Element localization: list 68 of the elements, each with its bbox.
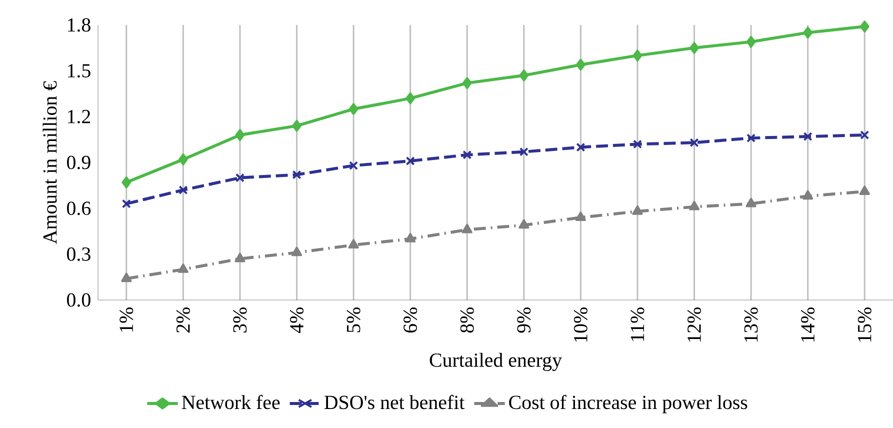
x-tick-label: 4% xyxy=(290,308,304,334)
y-tick-label: 0.6 xyxy=(67,202,91,216)
y-tick-label: 0.3 xyxy=(67,247,90,261)
point xyxy=(746,198,756,208)
point xyxy=(690,42,699,54)
point xyxy=(178,153,188,166)
point xyxy=(235,173,244,182)
point xyxy=(462,77,472,90)
x-axis-title: Curtailed energy xyxy=(430,352,562,371)
x-tick-label: 1% xyxy=(120,308,134,332)
y-tick-label: 1.8 xyxy=(68,18,90,32)
point xyxy=(462,150,472,160)
y-tick-label: 0.0 xyxy=(67,293,90,307)
y-tick-label: 1.5 xyxy=(68,64,90,78)
x-tick-label: 2% xyxy=(176,308,190,333)
point xyxy=(690,138,699,148)
x-tick-label: 5% xyxy=(346,308,360,332)
x-tick-label: 11% xyxy=(630,308,644,341)
legend-label: Cost of increase in power loss xyxy=(509,394,748,414)
point xyxy=(348,239,359,248)
point xyxy=(349,161,358,170)
x-tick-label: 8% xyxy=(460,308,474,333)
point xyxy=(576,142,586,152)
point xyxy=(632,50,642,62)
x-tick-label: 13% xyxy=(744,308,758,342)
point xyxy=(348,103,358,116)
y-tick-label: 1.2 xyxy=(68,110,90,124)
y-tick-label: 0.9 xyxy=(67,156,90,170)
x-tick-label: 14% xyxy=(801,308,815,342)
point xyxy=(632,140,642,149)
x-tick-label: 12% xyxy=(688,308,702,342)
point xyxy=(121,272,132,282)
point xyxy=(406,92,416,104)
point xyxy=(575,212,586,221)
point xyxy=(292,170,302,180)
point xyxy=(122,199,131,208)
point xyxy=(519,147,528,156)
x-tick-label: 3% xyxy=(233,308,247,332)
x-tick-label: 9% xyxy=(517,308,531,333)
point xyxy=(688,200,700,210)
point xyxy=(405,232,416,242)
point xyxy=(518,219,530,229)
point xyxy=(803,26,813,39)
point xyxy=(632,205,643,215)
y-axis-title: Amount in million € xyxy=(42,81,57,244)
point xyxy=(746,134,756,143)
point xyxy=(860,130,870,140)
point xyxy=(292,120,302,132)
point xyxy=(802,190,814,200)
point xyxy=(406,156,415,166)
point xyxy=(859,186,870,196)
point xyxy=(860,20,870,33)
point xyxy=(178,185,188,195)
point xyxy=(519,69,529,82)
legend-label: DSO's net benefit xyxy=(324,394,465,410)
point xyxy=(234,252,246,262)
point xyxy=(291,246,302,256)
x-tick-label: 6% xyxy=(404,308,418,333)
point xyxy=(178,263,188,273)
point xyxy=(803,132,812,142)
point xyxy=(462,224,472,234)
x-tick-label: 15% xyxy=(858,308,872,342)
point xyxy=(576,58,586,71)
point xyxy=(235,129,245,141)
legend-label: Network fee xyxy=(182,394,280,410)
point xyxy=(122,176,132,188)
x-tick-label: 10% xyxy=(574,308,588,342)
point xyxy=(746,36,756,48)
